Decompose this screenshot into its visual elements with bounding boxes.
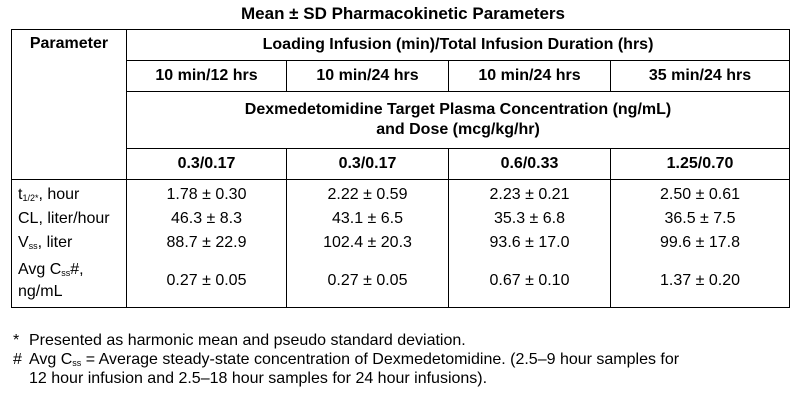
cell-value: 0.27 ± 0.05 <box>286 255 449 308</box>
header-target-concentration: Dexmedetomidine Target Plasma Concentrat… <box>125 91 791 149</box>
header-empty-cell <box>11 148 127 180</box>
header-duration: 10 min/24 hrs <box>286 60 449 92</box>
cell-value: 88.7 ± 22.9 <box>126 231 287 255</box>
cell-value: 0.27 ± 0.05 <box>126 255 287 308</box>
table-row: Vss, liter 88.7 ± 22.9 102.4 ± 20.3 93.6… <box>11 231 791 255</box>
cell-value: 93.6 ± 17.0 <box>448 231 611 255</box>
table-row: Avg Css#, ng/mL 0.27 ± 0.05 0.27 ± 0.05 0… <box>11 255 791 308</box>
cell-value: 46.3 ± 8.3 <box>126 207 287 231</box>
cell-value: 2.23 ± 0.21 <box>448 183 611 207</box>
header-dose: 0.6/0.33 <box>448 148 611 180</box>
cell-value: 0.67 ± 0.10 <box>448 255 611 308</box>
cell-value: 1.37 ± 0.20 <box>609 255 791 308</box>
table-row: CL, liter/hour 46.3 ± 8.3 43.1 ± 6.5 35.… <box>11 207 791 231</box>
header-duration: 35 min/24 hrs <box>609 60 791 92</box>
header-duration: 10 min/24 hrs <box>448 60 611 92</box>
header-dose: 0.3/0.17 <box>286 148 449 180</box>
cell-value: 2.22 ± 0.59 <box>286 183 449 207</box>
target-line-1: Dexmedetomidine Target Plasma Concentrat… <box>244 101 672 118</box>
table-title: Mean ± SD Pharmacokinetic Parameters <box>241 4 565 23</box>
cell-value: 2.50 ± 0.61 <box>609 183 791 207</box>
footnote-avg-css: # Avg Css = Average steady-state concentr… <box>13 351 680 387</box>
table-row: t1/2*, hour 1.78 ± 0.30 2.22 ± 0.59 2.23… <box>11 183 791 207</box>
target-line-2: and Dose (mcg/kg/hr) <box>376 121 540 138</box>
pk-parameters-table: Parameter Loading Infusion (min)/Total I… <box>11 29 791 308</box>
header-dose: 0.3/0.17 <box>126 148 287 180</box>
header-duration: 10 min/12 hrs <box>126 60 287 92</box>
row-label: Vss, liter <box>11 231 127 255</box>
cell-value: 102.4 ± 20.3 <box>286 231 449 255</box>
cell-value: 99.6 ± 17.8 <box>609 231 791 255</box>
footnote-harmonic-mean: * Presented as harmonic mean and pseudo s… <box>13 332 466 349</box>
cell-value: 36.5 ± 7.5 <box>609 207 791 231</box>
header-parameter: Parameter <box>11 29 127 92</box>
header-empty-cell <box>11 91 127 149</box>
row-label: t1/2*, hour <box>11 183 127 207</box>
header-loading-infusion: Loading Infusion (min)/Total Infusion Du… <box>125 29 791 61</box>
row-label: Avg Css#, ng/mL <box>11 255 127 308</box>
header-dose: 1.25/0.70 <box>609 148 791 180</box>
cell-value: 35.3 ± 6.8 <box>448 207 611 231</box>
cell-value: 1.78 ± 0.30 <box>126 183 287 207</box>
cell-value: 43.1 ± 6.5 <box>286 207 449 231</box>
row-label: CL, liter/hour <box>11 207 127 231</box>
